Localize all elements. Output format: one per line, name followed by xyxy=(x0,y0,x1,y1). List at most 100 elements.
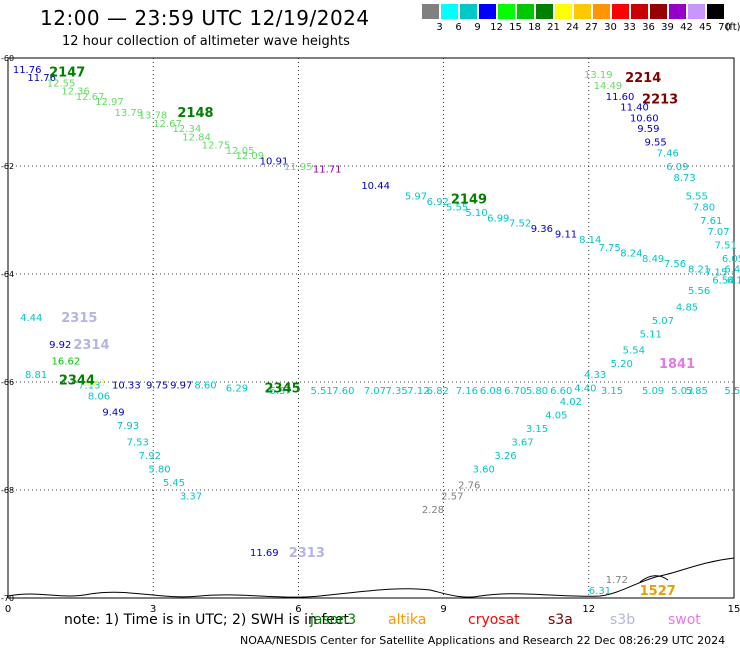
wave-height-value: 7.07 xyxy=(707,227,729,238)
wave-height-value: 9.75 xyxy=(146,381,168,392)
wave-height-value: 1.72 xyxy=(606,575,628,586)
wave-height-value: 10.33 xyxy=(112,381,141,392)
pass-time-label: 2214 xyxy=(625,71,661,86)
wave-height-value: 7.61 xyxy=(700,216,722,227)
wave-height-value: 7.13 xyxy=(78,381,100,392)
scale-label: 21 xyxy=(547,22,560,33)
wave-height-value: 12.75 xyxy=(202,140,231,151)
wave-height-value: 4.44 xyxy=(20,313,42,324)
wave-height-value: 7.92 xyxy=(139,451,161,462)
scale-label: 27 xyxy=(585,22,598,33)
wave-height-value: 5.07 xyxy=(652,316,674,327)
legend-item-altika: altika xyxy=(388,612,427,628)
scale-swatch xyxy=(669,4,686,19)
wave-height-value: 12.55 xyxy=(47,78,76,89)
wave-height-value: 7.15 xyxy=(705,267,727,278)
wave-height-value: 7.53 xyxy=(127,437,149,448)
wave-height-value: 7.75 xyxy=(598,243,620,254)
wave-height-value: 3.37 xyxy=(180,491,202,502)
wave-height-value: 6.82 xyxy=(427,386,449,397)
wave-height-value: 11.60 xyxy=(606,92,635,103)
pass-time-label: 2149 xyxy=(451,192,487,207)
wave-height-value: 7.93 xyxy=(117,421,139,432)
pass-time-label: 2344 xyxy=(59,373,95,388)
wave-height-value: 4.40 xyxy=(574,383,596,394)
pass-time-label: 2313 xyxy=(289,546,325,561)
scale-unit: (ft) xyxy=(725,22,740,33)
wave-height-value: 7.52 xyxy=(509,219,531,230)
page-title: 12:00 — 23:59 UTC 12/19/2024 xyxy=(40,6,370,30)
wave-height-value: 2.76 xyxy=(458,481,480,492)
wave-height-value: 5.54 xyxy=(623,346,645,357)
y-tick-label: -70 xyxy=(1,594,14,603)
wave-height-value: 7.60 xyxy=(332,386,354,397)
wave-height-value: 3.67 xyxy=(511,437,533,448)
wave-height-value: 6.92 xyxy=(427,197,449,208)
wave-height-value: 12.67 xyxy=(153,119,182,130)
scale-swatch xyxy=(688,4,705,19)
wave-height-value: 5.10 xyxy=(465,208,487,219)
map-frame xyxy=(7,57,735,599)
scale-swatch xyxy=(650,4,667,19)
wave-height-value: 5.80 xyxy=(526,386,548,397)
scale-swatch xyxy=(536,4,553,19)
wave-height-value: 6.99 xyxy=(487,213,509,224)
wave-height-value: 12.05 xyxy=(226,146,255,157)
scale-swatch xyxy=(555,4,572,19)
pass-time-label: 2314 xyxy=(73,338,109,353)
wave-height-value: 8.73 xyxy=(674,173,696,184)
scale-label: 39 xyxy=(661,22,674,33)
wave-height-value: 5.09 xyxy=(642,386,664,397)
scale-swatch xyxy=(441,4,458,19)
wave-height-value: 6.60 xyxy=(550,386,572,397)
scale-swatch xyxy=(612,4,629,19)
legend-item-s3b: s3b xyxy=(610,612,636,628)
wave-height-value: 14.49 xyxy=(594,81,623,92)
footer-note: note: 1) Time is in UTC; 2) SWH is in fe… xyxy=(64,612,350,628)
scale-swatch xyxy=(593,4,610,19)
wave-height-value: 4.85 xyxy=(676,302,698,313)
scale-swatch xyxy=(631,4,648,19)
wave-height-value: 8.60 xyxy=(194,381,216,392)
scale-label: 42 xyxy=(680,22,693,33)
scale-swatch xyxy=(479,4,496,19)
wave-height-value: 7.35 xyxy=(386,386,408,397)
pass-time-label: 1841 xyxy=(659,357,695,372)
pass-time-label: 2147 xyxy=(49,66,85,81)
wave-height-value: 10.91 xyxy=(260,157,289,168)
pass-time-label: 2345 xyxy=(265,381,301,396)
scale-swatch xyxy=(422,4,439,19)
wave-height-value: 6.70 xyxy=(504,386,526,397)
wave-height-value: 11.40 xyxy=(620,103,649,114)
scale-label: 12 xyxy=(490,22,503,33)
wave-height-value: 6.1 xyxy=(727,275,740,286)
wave-height-value: 13.19 xyxy=(584,70,613,81)
wave-height-value: 9.49 xyxy=(102,408,124,419)
scale-label: 15 xyxy=(509,22,522,33)
wave-height-value: 11.76 xyxy=(27,73,56,84)
wave-height-value: 5.80 xyxy=(148,464,170,475)
wave-height-value: 12.67 xyxy=(76,92,105,103)
wave-height-value: 7.56 xyxy=(664,259,686,270)
pass-time-label: 2213 xyxy=(642,93,678,108)
wave-height-value: 6.54 xyxy=(712,275,734,286)
wave-height-value: 3.15 xyxy=(601,386,623,397)
wave-height-value: 5.55 xyxy=(446,203,468,214)
wave-height-value: 11.71 xyxy=(313,165,342,176)
x-tick-label: 6 xyxy=(295,604,301,615)
wave-height-value: 9.59 xyxy=(637,124,659,135)
wave-height-value: 7.12 xyxy=(407,386,429,397)
wave-height-value: 5.5 xyxy=(724,386,740,397)
legend-item-swot: swot xyxy=(668,612,701,628)
scale-label: 36 xyxy=(642,22,655,33)
wave-height-value: 9.36 xyxy=(531,224,553,235)
scale-label: 3 xyxy=(436,22,443,33)
coastline xyxy=(7,557,735,598)
wave-height-value: 7.46 xyxy=(657,149,679,160)
wave-height-value: 3.26 xyxy=(494,451,516,462)
scale-label: 18 xyxy=(528,22,541,33)
wave-height-value: 12.84 xyxy=(182,132,211,143)
wave-height-value: 8.21 xyxy=(688,265,710,276)
wave-height-value: 16.62 xyxy=(52,356,81,367)
y-tick-label: -62 xyxy=(1,162,14,171)
